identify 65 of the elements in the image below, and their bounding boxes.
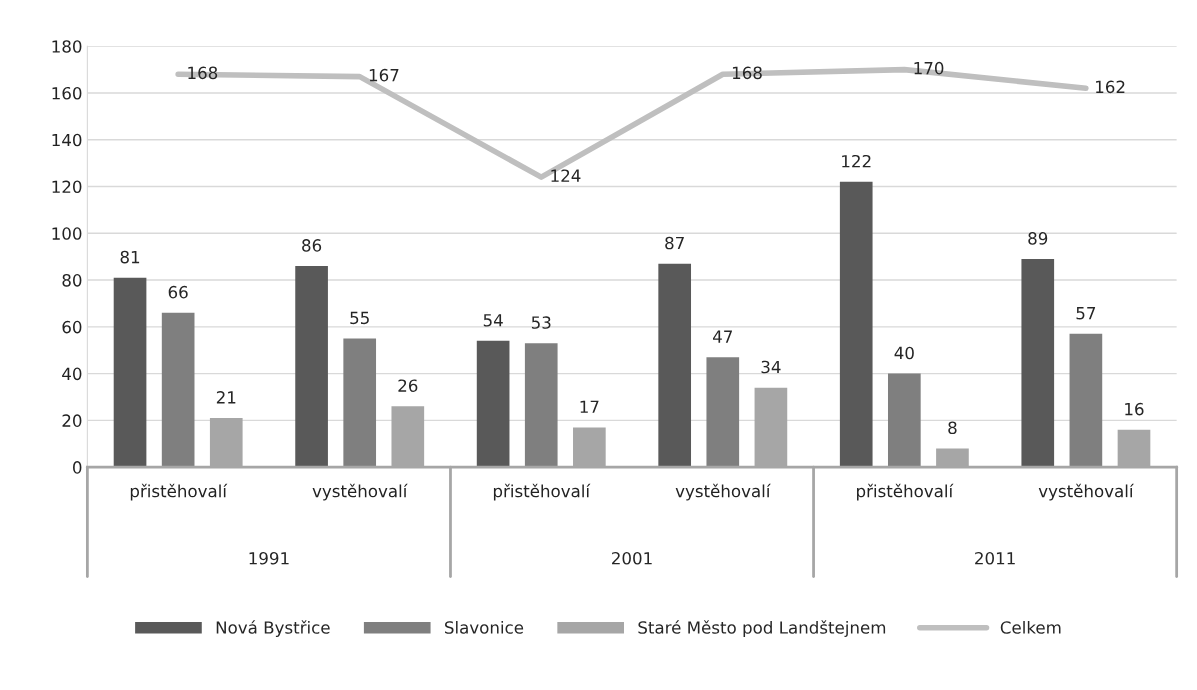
legend-label: Slavonice bbox=[445, 620, 524, 634]
data-label: 17 bbox=[580, 400, 599, 413]
data-label: 162 bbox=[1096, 80, 1125, 94]
data-label: 54 bbox=[483, 314, 503, 327]
data-label: 89 bbox=[1028, 232, 1048, 245]
x-tick-label: přistěhovalí bbox=[493, 483, 591, 501]
y-tick-label: 0 bbox=[73, 461, 82, 474]
bar bbox=[887, 373, 921, 468]
bar bbox=[658, 263, 692, 468]
data-label: 16 bbox=[1125, 402, 1144, 416]
y-tick-label: 80 bbox=[62, 274, 82, 287]
text: 2001 bbox=[612, 551, 652, 565]
bar bbox=[209, 418, 243, 468]
bar bbox=[161, 312, 195, 468]
data-label: 26 bbox=[398, 379, 418, 392]
y-tick-label: 60 bbox=[62, 320, 82, 334]
y-tick-label: 100 bbox=[52, 227, 82, 240]
data-label: 168 bbox=[732, 66, 762, 80]
data-label: 86 bbox=[302, 239, 322, 252]
data-label: 47 bbox=[713, 330, 732, 343]
y-tick-label: 180 bbox=[52, 40, 82, 53]
data-label: 167 bbox=[369, 68, 399, 82]
x-tick-label: vystěhovalí bbox=[312, 483, 408, 501]
x-tick-label: přistěhovalí bbox=[130, 483, 228, 501]
text: 1991 bbox=[249, 551, 289, 565]
data-label: 87 bbox=[665, 236, 684, 250]
data-label: 66 bbox=[168, 285, 188, 299]
x-tick-label: vystěhovalí bbox=[675, 483, 771, 501]
bar bbox=[391, 406, 425, 468]
bar bbox=[754, 387, 788, 468]
legend-label: Celkem bbox=[1000, 620, 1061, 634]
data-label: 34 bbox=[761, 360, 781, 374]
x-tick-label: přistěhovalí bbox=[857, 483, 954, 501]
bar bbox=[524, 343, 558, 468]
data-label: 40 bbox=[894, 346, 914, 360]
bar bbox=[1021, 259, 1055, 468]
bar bbox=[1117, 429, 1151, 468]
data-label: 21 bbox=[216, 391, 236, 404]
bar bbox=[295, 266, 328, 468]
data-label: 122 bbox=[842, 154, 871, 168]
bar bbox=[476, 340, 510, 468]
data-label: 8 bbox=[948, 421, 957, 435]
bar bbox=[573, 427, 606, 468]
data-label: 53 bbox=[531, 316, 551, 329]
bar bbox=[113, 277, 147, 468]
y-tick-label: 20 bbox=[62, 414, 82, 427]
legend-label: Staré Město pod Landštejnem bbox=[638, 620, 886, 638]
data-label: 168 bbox=[188, 66, 218, 80]
bar bbox=[343, 338, 377, 468]
y-tick-label: 140 bbox=[52, 133, 82, 147]
y-tick-label: 160 bbox=[52, 86, 82, 100]
bar bbox=[839, 181, 873, 468]
data-label: 57 bbox=[1076, 307, 1096, 320]
legend-label: Nová Bystřice bbox=[216, 620, 330, 638]
text: 2011 bbox=[975, 551, 1015, 565]
data-label: 55 bbox=[350, 311, 369, 325]
x-tick-label: vystěhovalí bbox=[1038, 483, 1134, 501]
bar bbox=[1069, 333, 1103, 468]
y-tick-label: 120 bbox=[52, 180, 82, 194]
data-label: 170 bbox=[914, 61, 944, 75]
data-label: 81 bbox=[120, 250, 140, 264]
bar bbox=[936, 448, 969, 468]
bar bbox=[706, 357, 740, 468]
y-tick-label: 40 bbox=[62, 367, 82, 381]
data-label: 124 bbox=[551, 169, 581, 182]
